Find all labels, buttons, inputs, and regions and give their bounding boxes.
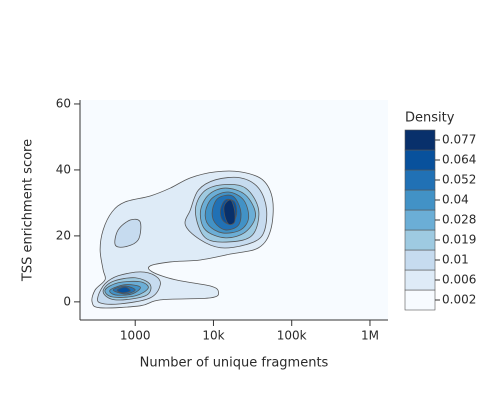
contour-band (114, 218, 142, 248)
colorbar-band (404, 269, 436, 291)
x-tick-label: 1M (361, 329, 379, 343)
y-tick-label: 20 (56, 228, 71, 242)
colorbar-band (404, 249, 436, 271)
x-tick-label: 1000 (120, 329, 151, 343)
y-axis-title: TSS enrichment score (21, 139, 36, 282)
colorbar-band (404, 209, 436, 231)
colorbar-tick-label: 0.052 (442, 173, 476, 187)
colorbar-band (404, 289, 436, 311)
colorbar-title: Density (405, 111, 455, 126)
colorbar-band (404, 169, 436, 191)
colorbar-tick-label: 0.006 (442, 273, 476, 287)
colorbar-tick-label: 0.01 (442, 253, 469, 267)
colorbar-band (404, 229, 436, 251)
colorbar-band (404, 129, 436, 151)
colorbar-tick-label: 0.028 (442, 213, 476, 227)
colorbar-tick-label: 0.002 (442, 293, 476, 307)
contour-band (116, 286, 131, 294)
colorbar-band (404, 149, 436, 171)
y-tick-label: 0 (63, 294, 71, 308)
colorbar-tick-label: 0.077 (442, 133, 476, 147)
y-tick-label: 40 (56, 162, 71, 176)
colorbar-band (404, 189, 436, 211)
colorbar-tick-label: 0.04 (442, 193, 469, 207)
y-tick-label: 60 (56, 96, 71, 110)
x-axis-title: Number of unique fragments (140, 356, 329, 371)
colorbar-tick-label: 0.064 (442, 153, 476, 167)
x-tick-label: 100k (277, 329, 307, 343)
x-tick-label: 10k (202, 329, 224, 343)
contour-band (223, 199, 236, 225)
colorbar-tick-label: 0.019 (442, 233, 476, 247)
